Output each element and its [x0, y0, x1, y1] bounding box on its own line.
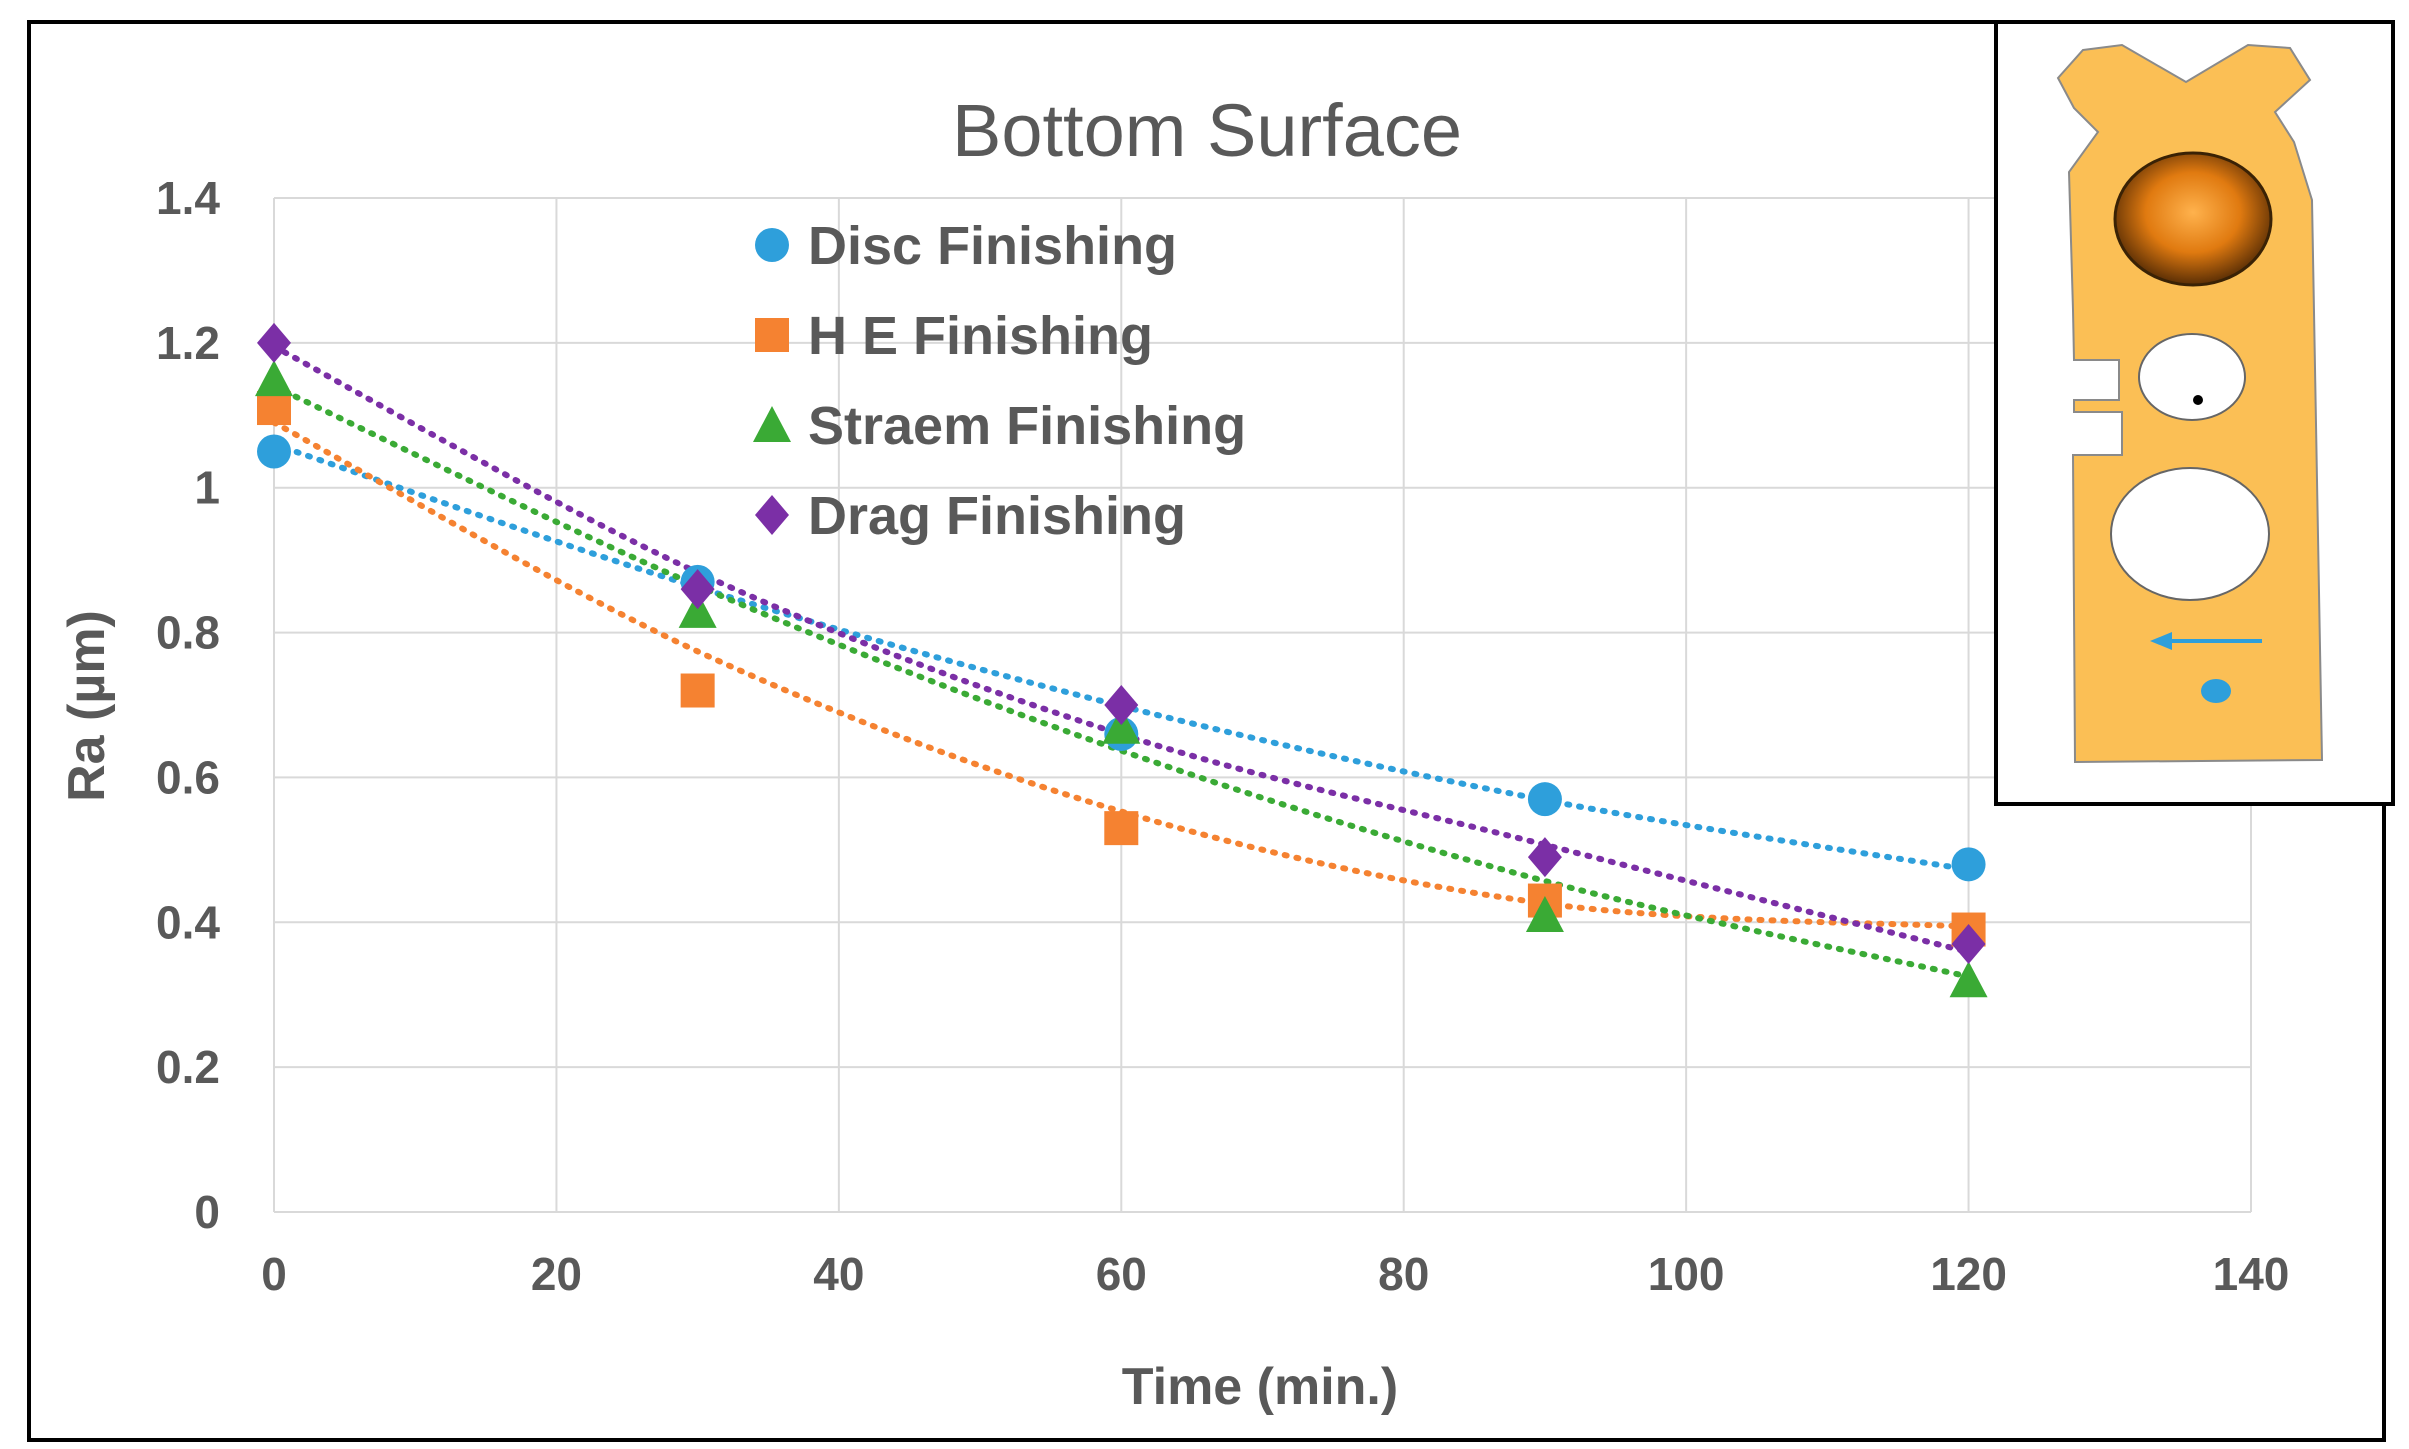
point-h-e-finishing [680, 673, 715, 708]
legend-marker-straem-finishing [753, 406, 791, 442]
point-drag-finishing [1104, 685, 1139, 725]
legend-label-disc-finishing: Disc Finishing [808, 216, 1177, 276]
legend-label-straem-finishing: Straem Finishing [808, 396, 1246, 456]
point-h-e-finishing [257, 391, 291, 426]
legend: Disc Finishing H E Finishing Straem Finish… [753, 216, 1246, 546]
point-straem-finishing [1102, 707, 1141, 744]
inset-hole-large [2110, 467, 2270, 601]
point-drag-finishing [257, 322, 291, 363]
inset-hole-dot [2193, 395, 2203, 405]
legend-marker-h-e-finishing [755, 318, 789, 352]
y-tick-label: 1 [194, 462, 220, 514]
x-tick-label: 120 [1930, 1248, 2007, 1300]
inset-sphere [2113, 151, 2273, 287]
point-straem-finishing [255, 360, 293, 397]
inset-panel [1994, 20, 2395, 806]
y-tick-labels: 0 0.2 0.4 0.6 0.8 1 1.2 1.4 [156, 172, 220, 1238]
x-tick-label: 20 [531, 1248, 582, 1300]
inset-hole-small [2138, 333, 2246, 421]
x-tick-label: 40 [813, 1248, 864, 1300]
x-tick-labels: 0 20 40 60 80 100 120 140 [261, 1248, 2289, 1300]
x-tick-label: 0 [261, 1248, 287, 1300]
y-axis-title: Ra (µm) [58, 610, 116, 802]
point-h-e-finishing [1104, 811, 1139, 846]
x-tick-label: 60 [1096, 1248, 1147, 1300]
figure-border [27, 20, 2386, 1442]
point-disc-finishing [1951, 847, 1986, 882]
legend-label-drag-finishing: Drag Finishing [808, 486, 1186, 546]
y-tick-label: 0.8 [156, 607, 220, 659]
part-diagram-icon [2056, 43, 2324, 764]
y-tick-label: 0.6 [156, 751, 220, 803]
data-points [255, 322, 1988, 998]
point-disc-finishing [1527, 782, 1562, 817]
point-drag-finishing [1527, 837, 1562, 878]
inset-marker-dot [2201, 679, 2231, 703]
legend-label-h-e-finishing: H E Finishing [808, 306, 1153, 366]
point-disc-finishing [257, 434, 291, 469]
x-tick-label: 100 [1648, 1248, 1725, 1300]
point-straem-finishing [1525, 896, 1564, 933]
x-axis-title: Time (min.) [1122, 1358, 1398, 1416]
point-drag-finishing [1951, 924, 1986, 965]
chart-title: Bottom Surface [952, 89, 1462, 172]
y-tick-label: 0 [194, 1186, 220, 1238]
gridlines [273, 197, 2252, 1213]
legend-marker-disc-finishing [755, 228, 789, 262]
point-drag-finishing [680, 569, 715, 610]
x-tick-label: 140 [2213, 1248, 2290, 1300]
y-tick-label: 0.2 [156, 1041, 220, 1093]
y-tick-label: 0.4 [156, 896, 220, 948]
point-straem-finishing [678, 591, 717, 628]
legend-marker-drag-finishing [755, 495, 789, 535]
point-straem-finishing [1949, 961, 1988, 998]
inset-arrow-head [2150, 632, 2172, 650]
x-tick-label: 80 [1378, 1248, 1429, 1300]
y-tick-label: 1.2 [156, 317, 220, 369]
y-tick-label: 1.4 [156, 172, 220, 224]
